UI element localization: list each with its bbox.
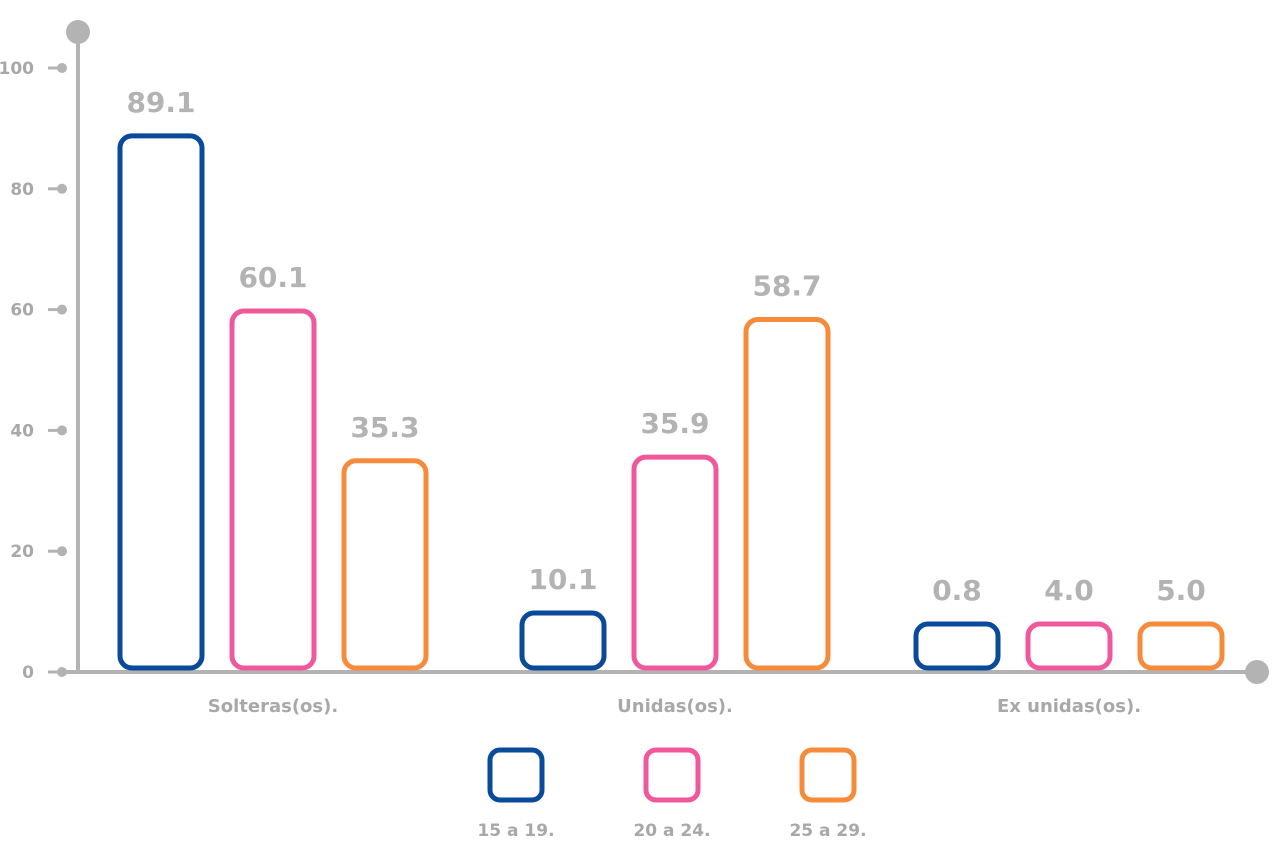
value-label: 5.0	[1156, 574, 1206, 607]
y-tick-label: 40	[10, 421, 34, 441]
legend: 15 a 19. 20 a 24. 25 a 29.	[477, 747, 867, 841]
bar	[1025, 621, 1113, 671]
bar	[117, 133, 205, 671]
y-tick-dot	[57, 183, 67, 194]
y-tick-dot	[57, 304, 67, 315]
category-label: Ex unidas(os).	[997, 696, 1141, 717]
bar	[913, 621, 1001, 671]
x-axis-end-dot	[1245, 660, 1269, 684]
value-label: 35.9	[640, 407, 709, 440]
y-tick-label: 0	[22, 663, 34, 683]
y-tick-label: 20	[10, 542, 34, 562]
value-label: 4.0	[1044, 574, 1094, 607]
y-tick-dot	[57, 546, 67, 557]
legend-swatch	[643, 747, 701, 803]
value-label: 35.3	[350, 411, 419, 444]
axes: 0 20 40 60 80 100	[0, 20, 1269, 684]
value-label: 58.7	[752, 269, 821, 302]
legend-label: 20 a 24.	[633, 821, 710, 841]
bars	[117, 133, 1225, 671]
category-label: Solteras(os).	[208, 696, 338, 717]
y-tick-dot	[57, 425, 67, 436]
y-tick-label: 100	[0, 59, 34, 79]
category-label: Unidas(os).	[617, 696, 733, 717]
legend-swatch	[799, 747, 857, 803]
value-label: 89.1	[126, 86, 195, 119]
bar	[743, 316, 831, 671]
bar	[631, 454, 719, 671]
value-label: 0.8	[932, 574, 982, 607]
y-tick-label: 60	[10, 301, 34, 321]
y-tick-dot	[57, 63, 67, 73]
legend-swatch	[487, 747, 545, 803]
bar	[1137, 621, 1225, 671]
value-labels: 89.1 60.1 35.3 10.1 35.9 58.7 0.8 4.0 5.0	[126, 86, 1205, 607]
category-labels: Solteras(os). Unidas(os). Ex unidas(os).	[208, 696, 1141, 717]
legend-label: 25 a 29.	[789, 821, 866, 841]
y-tick-dot	[57, 667, 67, 677]
y-tick-label: 80	[10, 180, 34, 200]
value-label: 10.1	[528, 563, 597, 596]
bar	[519, 610, 607, 671]
y-axis-end-dot	[66, 20, 90, 44]
legend-label: 15 a 19.	[477, 821, 554, 841]
value-label: 60.1	[238, 261, 307, 294]
bar	[341, 458, 429, 671]
bar	[229, 308, 317, 671]
